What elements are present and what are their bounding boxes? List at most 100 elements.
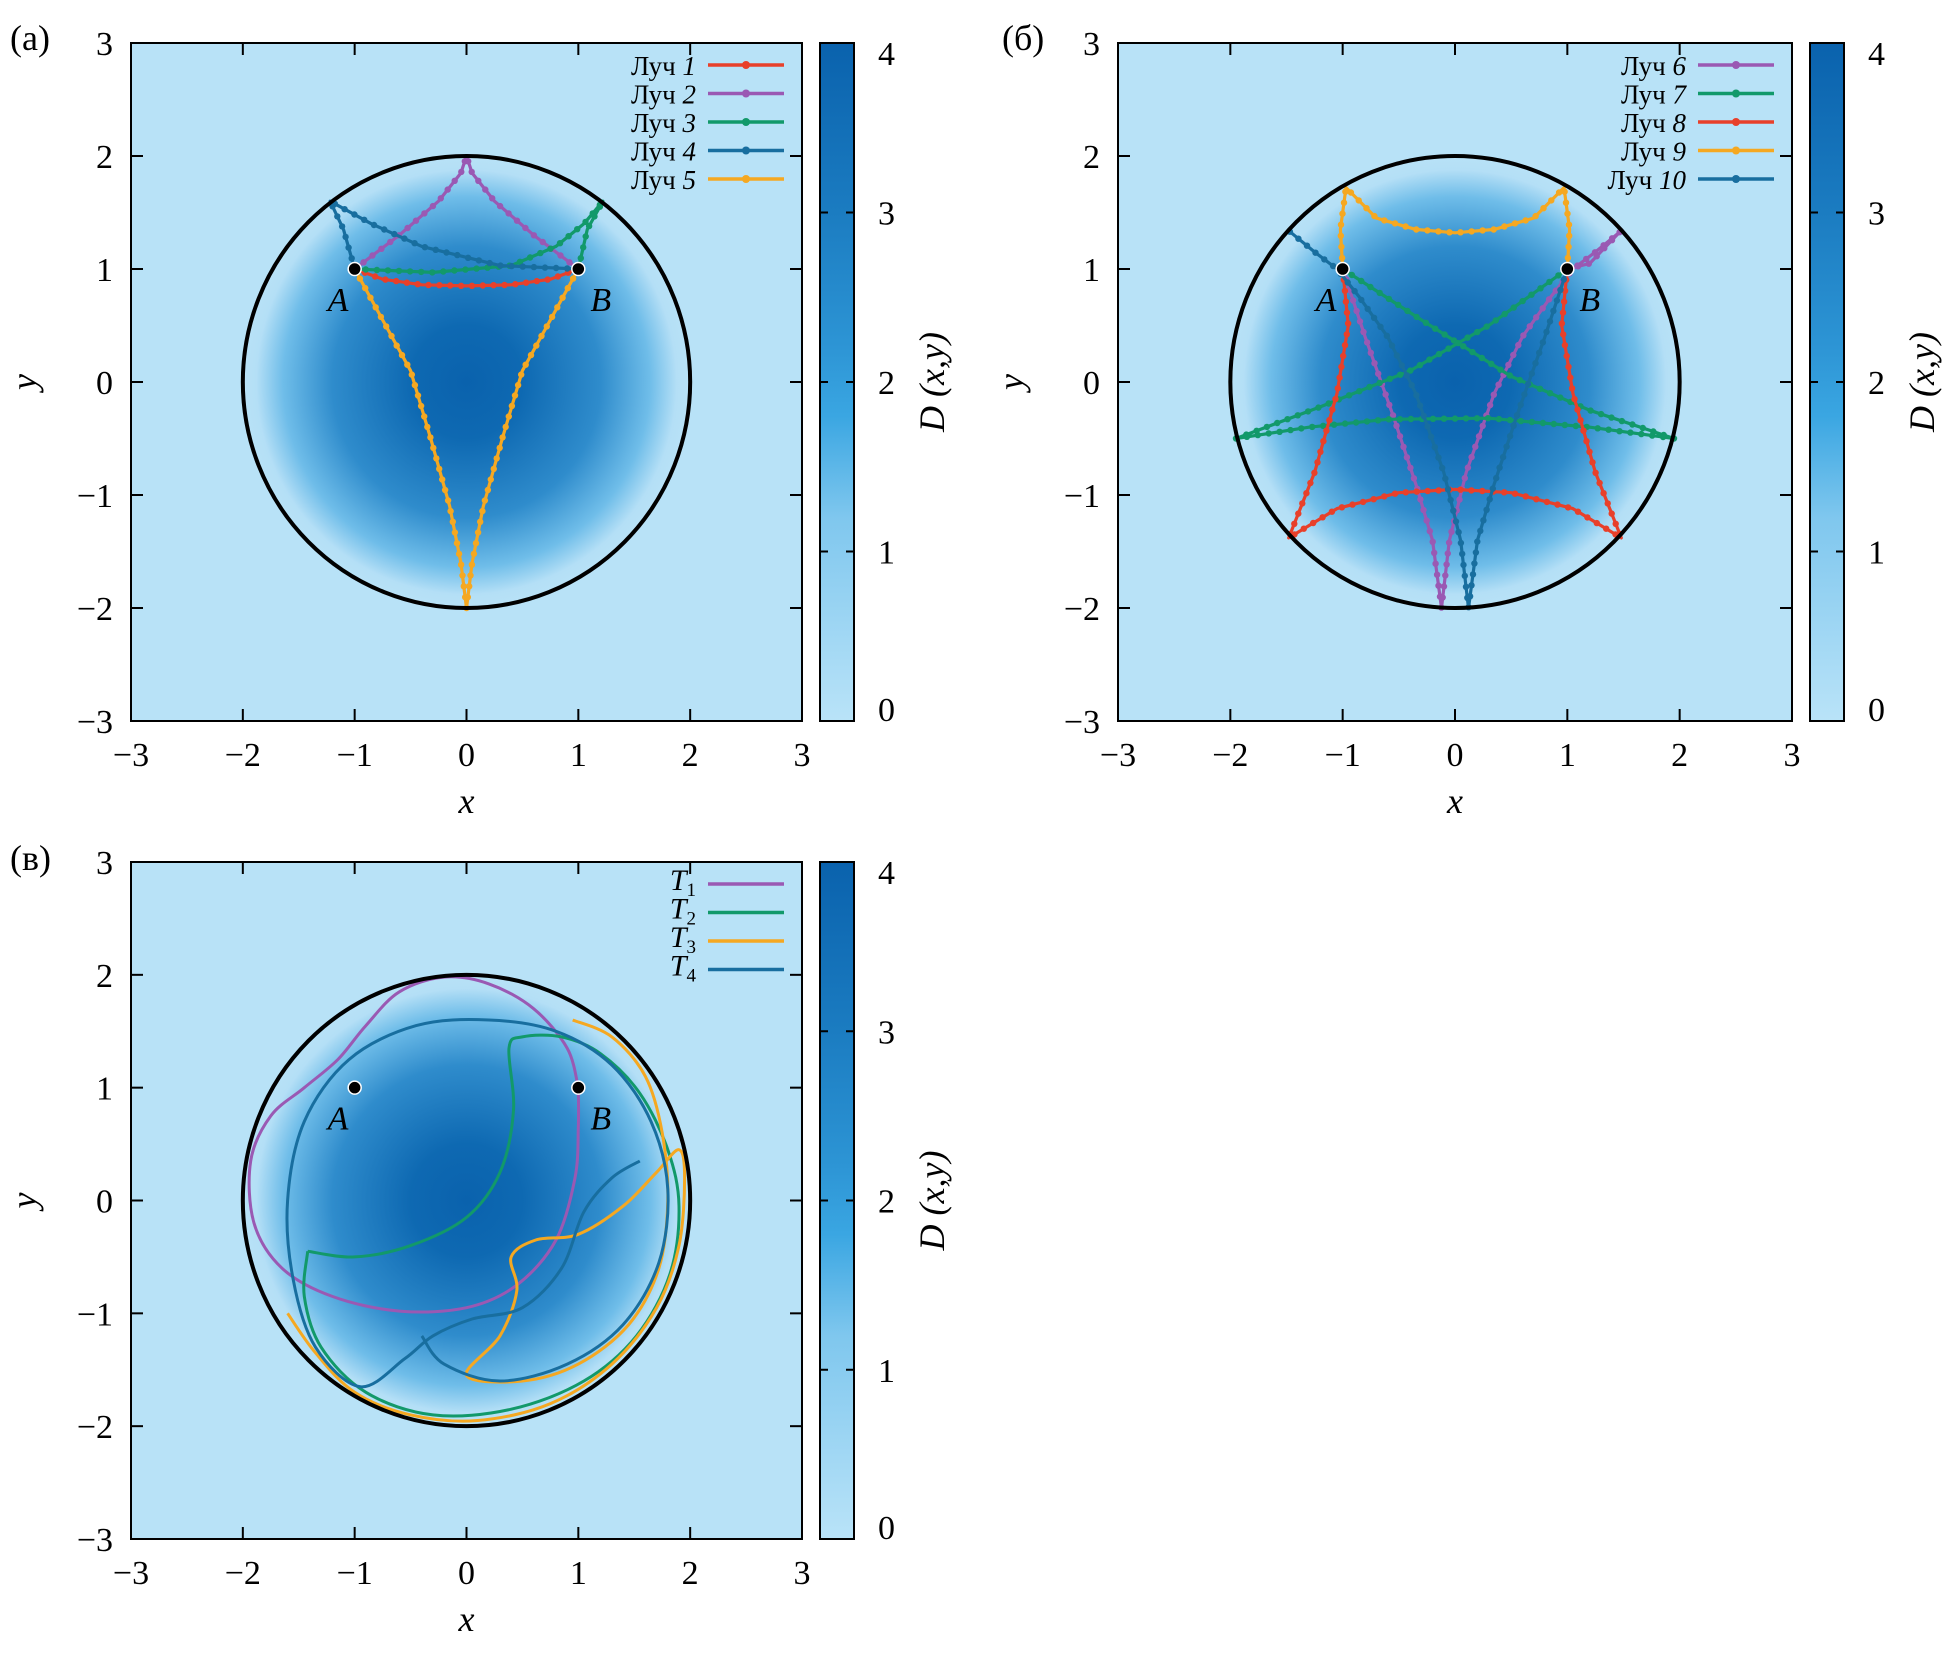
series-marker-7: [1376, 289, 1383, 297]
series-marker-10: [1431, 444, 1439, 451]
series-marker-2: [378, 245, 385, 252]
legend-marker-1: [742, 61, 750, 69]
series-marker-7: [1432, 325, 1439, 332]
series-marker-5: [372, 304, 379, 311]
series-marker-7: [1396, 416, 1404, 423]
series-marker-8: [1311, 469, 1318, 476]
y-tick-label: 0: [96, 1184, 113, 1221]
series-marker-10: [1480, 517, 1487, 524]
colorbar-tick-label: 0: [1868, 692, 1885, 729]
series-marker-2: [451, 177, 458, 184]
series-marker-7: [1374, 417, 1382, 424]
series-marker-8: [1295, 510, 1302, 517]
series-marker-3: [574, 226, 581, 233]
series-marker-10: [1557, 286, 1564, 294]
series-marker-3: [429, 269, 436, 276]
series-marker-10: [1550, 307, 1557, 315]
series-marker-8: [1574, 406, 1581, 413]
series-marker-8: [1522, 493, 1529, 500]
x-tick-label: 0: [458, 737, 475, 774]
series-marker-7: [1616, 428, 1623, 435]
series-marker-5: [533, 342, 540, 349]
series-marker-10: [1442, 475, 1449, 482]
point-b-label: B: [590, 282, 611, 319]
series-marker-8: [1340, 352, 1347, 360]
series-marker-5: [468, 561, 476, 568]
series-marker-5: [388, 332, 395, 340]
series-marker-6: [1445, 539, 1453, 546]
series-marker-9: [1371, 212, 1378, 220]
series-marker-5: [449, 518, 456, 525]
series-marker-3: [537, 249, 544, 257]
series-marker-5: [548, 313, 556, 321]
legend-marker-8: [1732, 118, 1740, 126]
series-marker-5: [398, 351, 406, 359]
series-marker-3: [451, 267, 458, 274]
series-marker-8: [1343, 309, 1351, 316]
series-marker-1: [533, 277, 540, 285]
colorbar-tick-label: 2: [1868, 365, 1885, 402]
series-marker-3: [547, 245, 554, 252]
series-marker-6: [1574, 263, 1582, 270]
series-marker-6: [1583, 255, 1590, 263]
series-marker-5: [493, 455, 500, 462]
y-tick-label: −3: [1064, 704, 1100, 741]
series-marker-8: [1381, 493, 1388, 500]
series-marker-7: [1263, 423, 1271, 431]
series-marker-9: [1468, 228, 1475, 235]
series-marker-8: [1533, 496, 1540, 503]
series-marker-7: [1451, 415, 1459, 422]
series-marker-9: [1347, 189, 1355, 196]
series-marker-2: [513, 217, 521, 224]
series-marker-4: [541, 264, 549, 271]
series-marker-3: [473, 265, 480, 272]
series-marker-6: [1396, 433, 1404, 440]
series-marker-10: [1477, 527, 1484, 535]
series-marker-7: [1265, 430, 1272, 437]
series-marker-5: [464, 594, 471, 601]
legend-label-7: Луч 7: [1621, 80, 1687, 110]
panel-label: (а): [10, 18, 50, 58]
series-marker-10: [1455, 529, 1462, 536]
series-marker-10: [1403, 372, 1410, 379]
series-marker-5: [479, 507, 486, 515]
x-axis-label: x: [1446, 781, 1463, 821]
series-marker-8: [1558, 320, 1566, 327]
series-marker-7: [1404, 307, 1411, 315]
legend-marker-6: [1732, 61, 1740, 69]
series-marker-4: [411, 240, 418, 247]
series-marker-9: [1435, 228, 1442, 235]
y-tick-label: −2: [77, 1409, 113, 1446]
series-marker-7: [1492, 317, 1500, 324]
series-marker-10: [1461, 572, 1469, 580]
series-marker-8: [1299, 500, 1306, 507]
y-tick-label: 2: [96, 139, 113, 176]
series-marker-7: [1284, 416, 1291, 423]
series-marker-9: [1337, 221, 1345, 228]
series-marker-8: [1320, 438, 1327, 445]
series-marker-8: [1589, 459, 1596, 466]
colorbar-label: D (x,y): [1902, 332, 1942, 433]
x-tick-label: 1: [570, 1555, 587, 1592]
series-marker-4: [497, 262, 504, 269]
series-marker-10: [1377, 323, 1384, 330]
y-tick-label: 2: [96, 958, 113, 995]
series-marker-2: [482, 186, 489, 193]
series-marker-1: [554, 273, 562, 280]
colorbar-tick-label: 1: [878, 1353, 895, 1390]
series-marker-8: [1554, 501, 1561, 508]
series-marker-8: [1435, 487, 1442, 494]
series-marker-4: [552, 264, 560, 272]
series-marker-3: [565, 233, 572, 240]
series-marker-7: [1385, 295, 1393, 303]
series-marker-7: [1618, 417, 1626, 425]
series-marker-3: [462, 266, 469, 273]
series-marker-10: [1444, 486, 1452, 493]
series-marker-10: [1408, 382, 1415, 389]
colorbar-tick-label: 4: [1868, 36, 1885, 73]
series-marker-5: [477, 518, 484, 525]
series-marker-10: [1560, 276, 1568, 283]
y-tick-label: −2: [77, 591, 113, 628]
series-marker-4: [370, 221, 378, 229]
legend-label-1: Луч 1: [631, 51, 696, 81]
